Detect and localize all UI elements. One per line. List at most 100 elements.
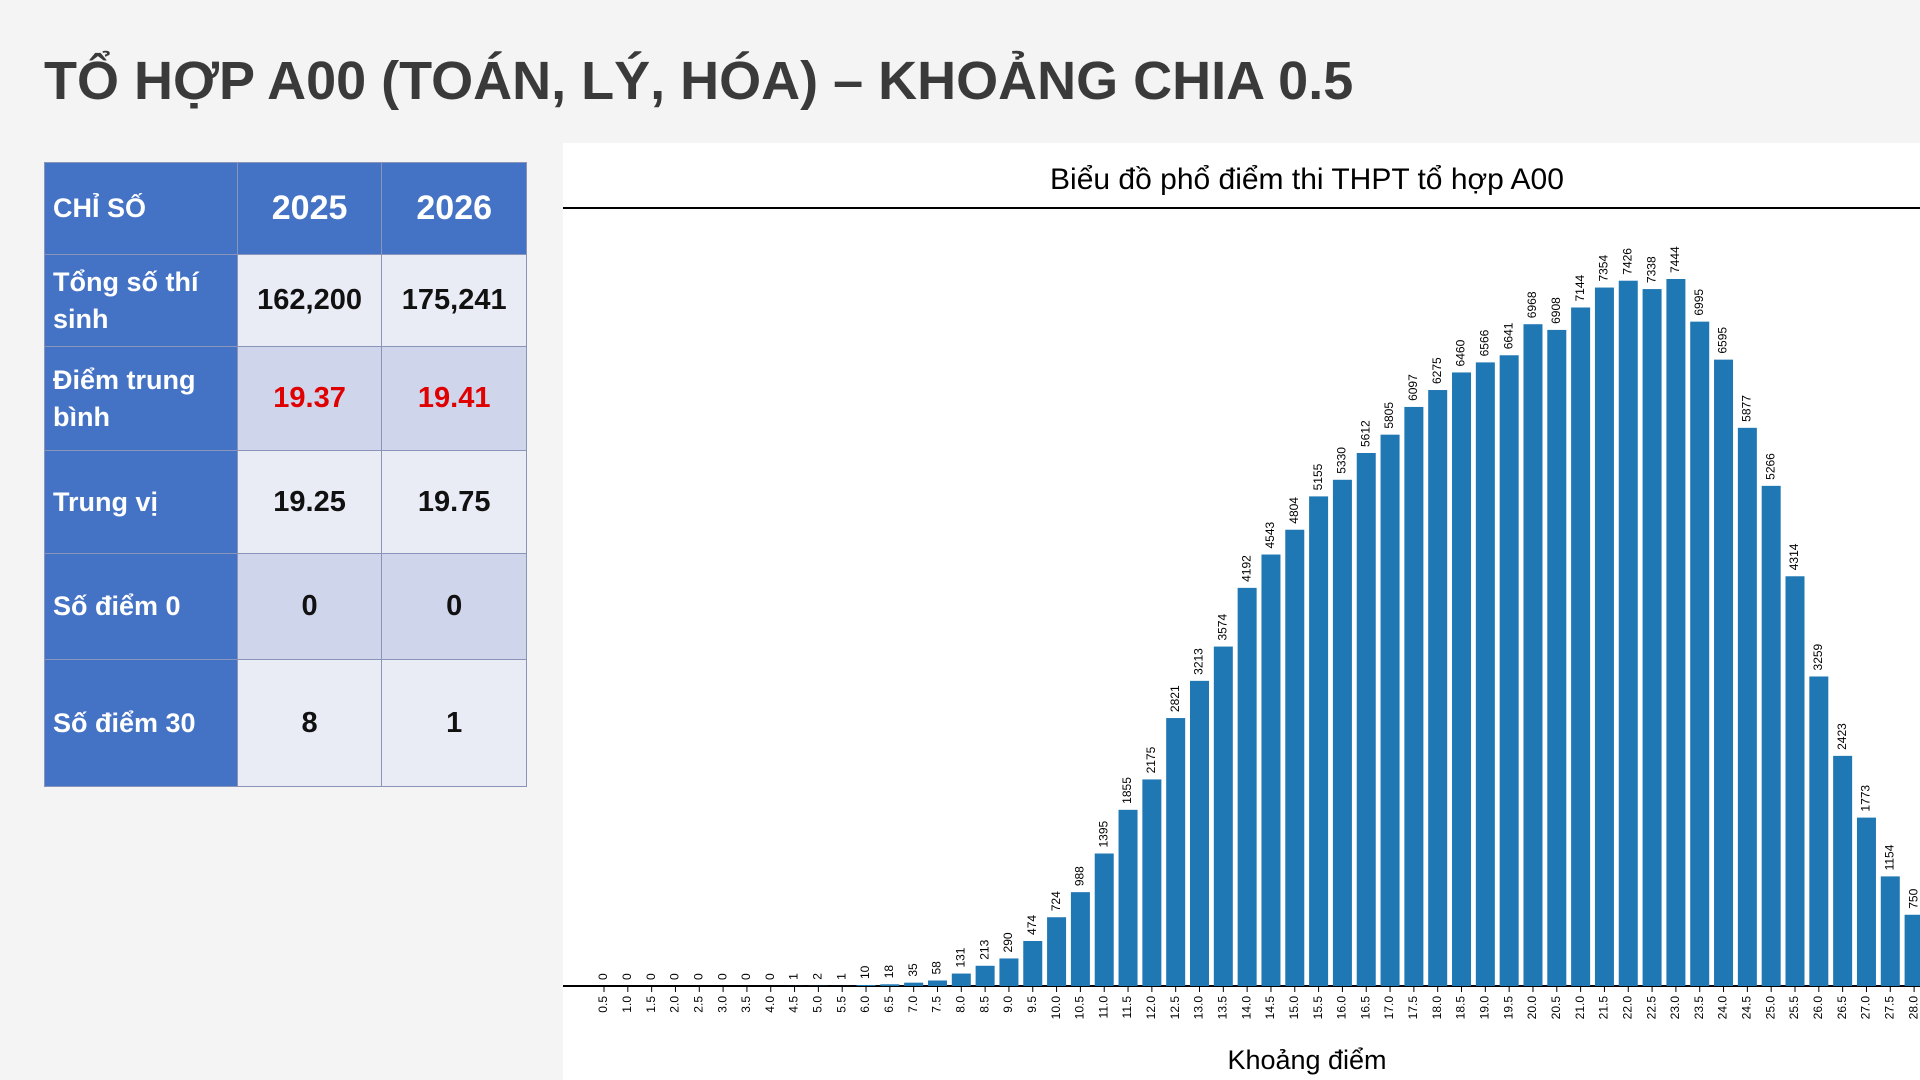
- x-tick-label: 8.5: [977, 996, 991, 1013]
- bar: [1094, 853, 1114, 986]
- x-tick-label: 3.5: [739, 996, 753, 1013]
- bar: [1714, 359, 1734, 986]
- x-tick-label: 16.5: [1358, 996, 1372, 1020]
- x-tick-label: 16.0: [1335, 996, 1349, 1020]
- value-label: 2821: [1168, 685, 1182, 712]
- x-tick-label: 24.0: [1716, 996, 1730, 1020]
- bar: [1428, 390, 1448, 986]
- value-label: 6097: [1406, 374, 1420, 401]
- value-label: 58: [930, 961, 944, 975]
- cell: 8: [236, 659, 383, 787]
- bar: [1309, 496, 1329, 986]
- value-label: 2: [811, 973, 825, 980]
- x-tick-label: 19.0: [1478, 996, 1492, 1020]
- value-label: 290: [1001, 932, 1015, 952]
- value-label: 6595: [1716, 327, 1730, 354]
- value-label: 6908: [1549, 297, 1563, 324]
- value-label: 1: [834, 973, 848, 980]
- x-tick-label: 7.5: [930, 996, 944, 1013]
- value-label: 5266: [1763, 453, 1777, 480]
- value-label: 0: [644, 973, 658, 980]
- value-label: 6566: [1478, 329, 1492, 356]
- x-tick-label: 21.0: [1573, 996, 1587, 1020]
- x-tick-label: 2.0: [668, 996, 682, 1013]
- value-label: 1855: [1120, 777, 1134, 804]
- x-tick-label: 7.0: [906, 996, 920, 1013]
- x-tick-label: 12.0: [1144, 996, 1158, 1020]
- bar: [1452, 372, 1472, 987]
- bar: [1190, 680, 1209, 986]
- bar: [1142, 779, 1162, 986]
- value-label: 7426: [1620, 248, 1634, 275]
- x-tick-label: 5.5: [834, 996, 848, 1013]
- x-tick-label: 20.0: [1525, 996, 1539, 1020]
- x-tick-label: 23.5: [1692, 996, 1706, 1020]
- x-tick-label: 8.0: [953, 996, 967, 1013]
- value-label: 0: [715, 973, 729, 980]
- bar: [1070, 892, 1090, 986]
- bar: [1261, 554, 1281, 986]
- bar: [856, 985, 876, 986]
- x-tick-label: 15.5: [1311, 996, 1325, 1020]
- x-tick-label: 26.0: [1811, 996, 1825, 1020]
- row-label: Tổng số thí sinh: [44, 254, 238, 347]
- bar: [1737, 427, 1757, 986]
- x-tick-label: 10.5: [1073, 996, 1087, 1020]
- value-label: 0: [620, 973, 634, 980]
- value-label: 1154: [1882, 844, 1896, 870]
- x-tick-label: 24.5: [1740, 996, 1754, 1020]
- bar: [1666, 279, 1686, 986]
- header-cell: 2025: [236, 162, 383, 255]
- bar: [927, 980, 947, 986]
- x-tick-label: 22.5: [1644, 996, 1658, 1020]
- value-label: 988: [1073, 866, 1087, 886]
- x-tick-label: 4.0: [763, 996, 777, 1013]
- bar: [904, 982, 924, 986]
- bar: [1618, 280, 1638, 986]
- x-tick-label: 27.0: [1859, 996, 1873, 1020]
- cell: 19.75: [381, 450, 527, 554]
- x-tick-label: 11.0: [1096, 996, 1110, 1019]
- x-tick-label: 28.0: [1906, 996, 1920, 1020]
- cell: 0: [236, 553, 383, 660]
- x-tick-label: 17.0: [1382, 996, 1396, 1020]
- x-tick-label: 18.0: [1430, 996, 1444, 1020]
- x-tick-label: 17.5: [1406, 996, 1420, 1020]
- value-label: 6275: [1430, 357, 1444, 384]
- value-label: 4804: [1287, 497, 1301, 524]
- bar: [975, 965, 995, 986]
- cell: 19.41: [381, 346, 527, 451]
- bar: [1547, 329, 1567, 986]
- value-label: 10: [858, 965, 872, 979]
- x-tick-label: 19.5: [1501, 996, 1515, 1020]
- x-tick-label: 21.5: [1597, 996, 1611, 1020]
- bar: [1761, 485, 1781, 986]
- value-label: 7144: [1573, 274, 1587, 301]
- value-label: 7354: [1597, 255, 1611, 282]
- value-label: 2423: [1835, 723, 1849, 750]
- value-label: 5330: [1335, 447, 1349, 474]
- value-label: 3574: [1215, 614, 1229, 641]
- x-tick-label: 11.5: [1120, 996, 1134, 1019]
- cell: 19.37: [236, 346, 383, 451]
- value-label: 1395: [1096, 820, 1110, 847]
- x-tick-label: 26.5: [1835, 996, 1849, 1020]
- x-tick-label: 27.5: [1882, 996, 1896, 1020]
- x-tick-label: 25.0: [1763, 996, 1777, 1020]
- x-axis-label: Khoảng điểm: [1227, 1045, 1386, 1075]
- x-tick-label: 5.0: [811, 996, 825, 1013]
- header-cell: CHỈ SỐ: [44, 162, 238, 255]
- bar: [1571, 307, 1591, 986]
- cell: 175,241: [381, 254, 527, 347]
- bar: [1690, 321, 1710, 986]
- value-label: 6995: [1692, 289, 1706, 316]
- bar: [1356, 452, 1376, 986]
- value-label: 5805: [1382, 402, 1396, 429]
- bar: [1166, 718, 1186, 986]
- x-tick-label: 3.0: [715, 996, 729, 1013]
- bar: [1023, 940, 1043, 986]
- x-tick-label: 18.5: [1454, 996, 1468, 1020]
- bar: [1880, 876, 1900, 986]
- value-label: 4314: [1787, 543, 1801, 570]
